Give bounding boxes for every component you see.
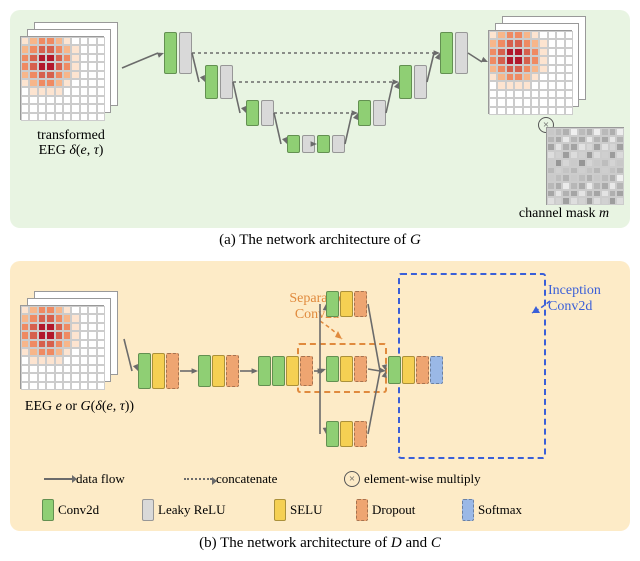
softmax-icon xyxy=(462,499,474,521)
legend-conv: Conv2d xyxy=(42,499,99,521)
panel-g: transformedEEG δ(e, τ) × channel mask m xyxy=(10,10,630,228)
txt: Conv2d xyxy=(548,299,628,315)
legend-dataflow: data flow xyxy=(44,471,125,487)
txt: Inception xyxy=(548,283,628,299)
txt: SELU xyxy=(290,502,323,518)
arrow-dotted-icon xyxy=(184,478,212,480)
txt: and xyxy=(402,535,431,551)
input-label-a: transformedEEG δ(e, τ) xyxy=(16,128,126,159)
grid-front xyxy=(488,30,572,114)
legend-leaky: Leaky ReLU xyxy=(142,499,226,521)
leaky-icon xyxy=(142,499,154,521)
txt: Conv2d xyxy=(58,502,99,518)
arrow-icon xyxy=(44,478,72,480)
txt: data flow xyxy=(76,471,125,487)
var-c: C xyxy=(431,535,441,551)
caption-b: (b) The network architecture of D and C xyxy=(0,531,640,556)
txt: (a) The network architecture of xyxy=(219,232,410,248)
txt: Leaky ReLU xyxy=(158,502,226,518)
output-label-a: channel mask m xyxy=(498,206,630,221)
txt: channel mask m xyxy=(519,206,609,221)
panel-dc: EEG e or G(δ(e, τ)) Separable Conv2d Inc… xyxy=(10,261,630,531)
legend-dropout: Dropout xyxy=(356,499,415,521)
selu-icon xyxy=(274,499,286,521)
multiply-icon: × xyxy=(344,471,360,487)
var-d: D xyxy=(391,535,402,551)
caption-a: (a) The network architecture of G xyxy=(0,228,640,253)
legend-concat: concatenate xyxy=(184,471,277,487)
inception-label: Inception Conv2d xyxy=(548,283,628,315)
txt: Dropout xyxy=(372,502,415,518)
dropout-icon xyxy=(356,499,368,521)
input-label-b: EEG e or G(δ(e, τ)) xyxy=(12,399,147,414)
conv-icon xyxy=(42,499,54,521)
txt: (b) The network architecture of xyxy=(199,535,391,551)
var-g: G xyxy=(410,232,421,248)
txt: element-wise multiply xyxy=(364,471,481,487)
legend-softmax: Softmax xyxy=(462,499,522,521)
legend-selu: SELU xyxy=(274,499,323,521)
txt: Softmax xyxy=(478,502,522,518)
mask-grid xyxy=(546,127,624,205)
txt: concatenate xyxy=(216,471,277,487)
grid-front xyxy=(20,36,104,120)
grid-front xyxy=(20,305,104,389)
legend-elemmult: × element-wise multiply xyxy=(344,471,481,487)
